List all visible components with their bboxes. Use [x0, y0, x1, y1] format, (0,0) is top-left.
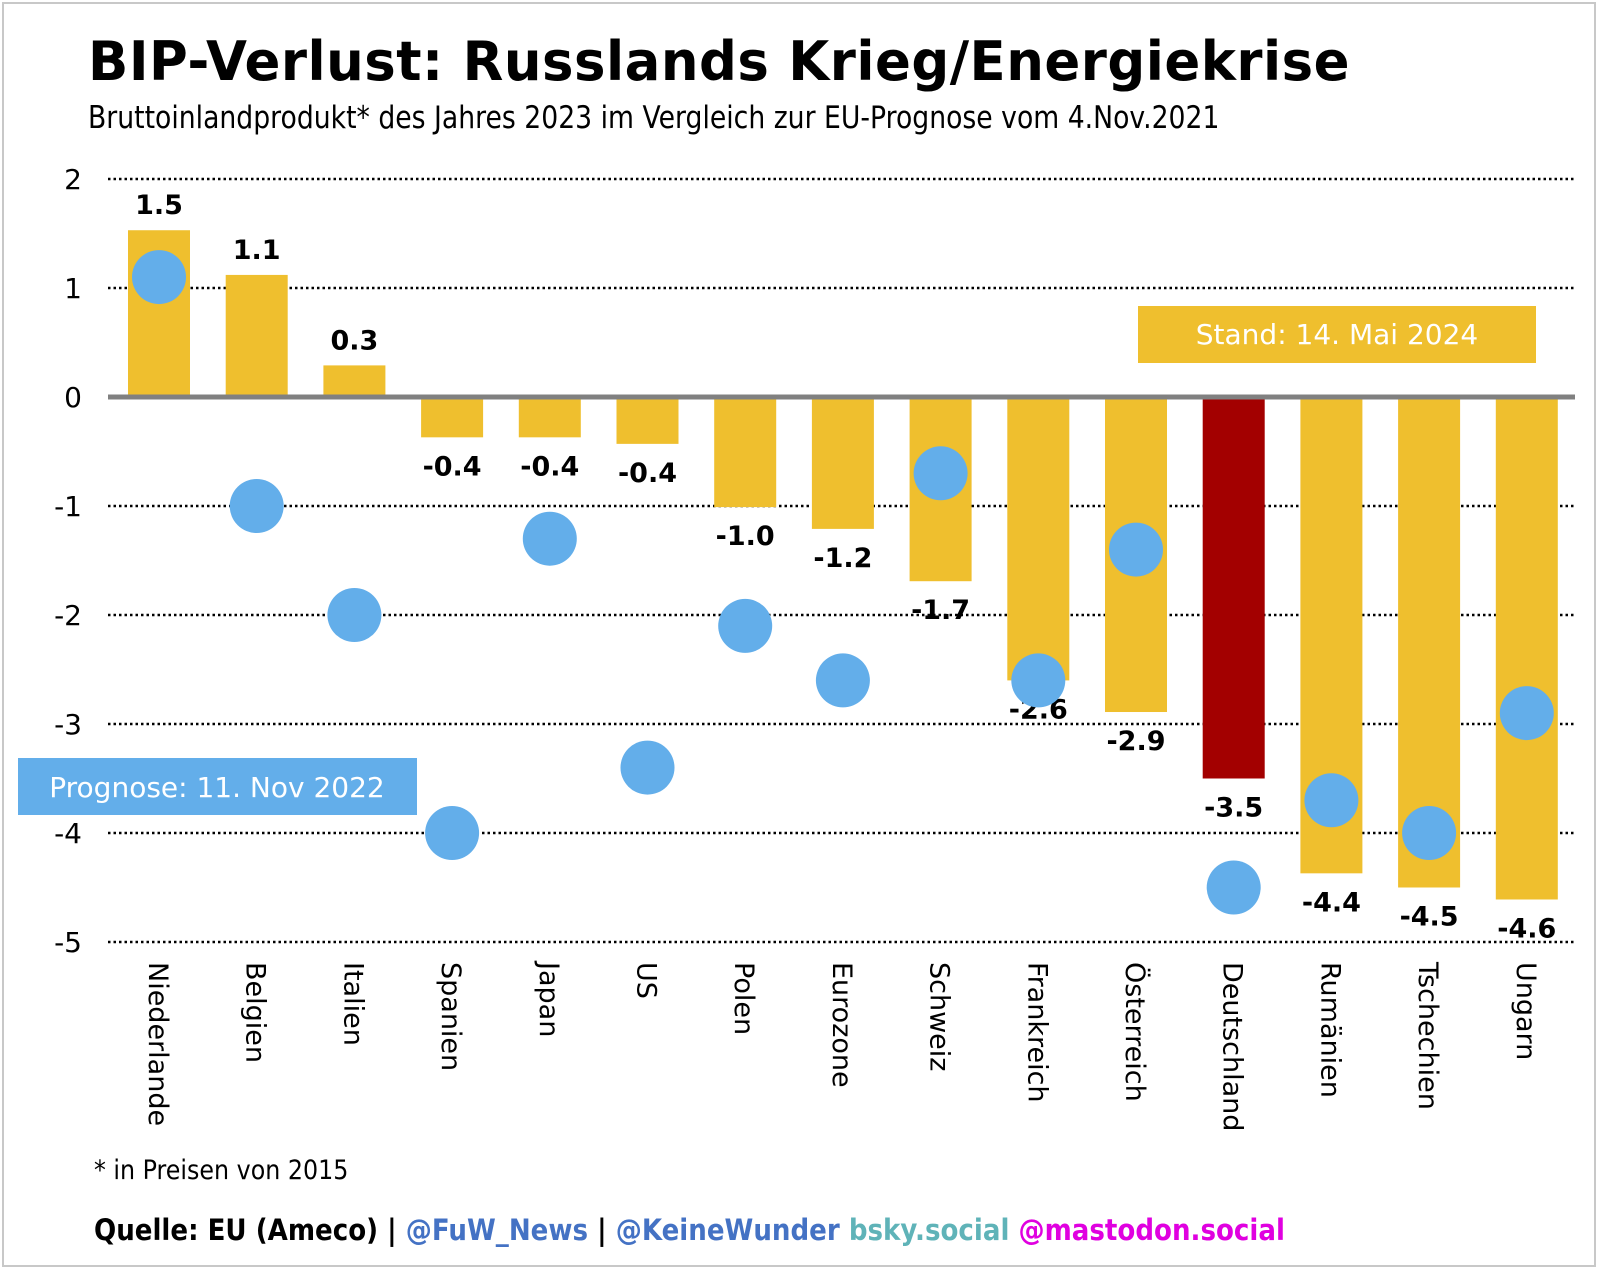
bar-italien	[323, 365, 386, 397]
x-tick-label: Italien	[337, 962, 368, 1046]
forecast-dot-schweiz	[913, 446, 968, 501]
bar-value-label: -1.2	[813, 543, 872, 574]
x-tick-label: US	[631, 962, 662, 999]
bar-spanien	[421, 397, 484, 438]
x-tick-label: Tschechien	[1412, 961, 1443, 1110]
forecast-dot-italien	[327, 588, 382, 642]
bar-value-label: -2.9	[1106, 726, 1165, 757]
x-tick-label: Spanien	[435, 962, 466, 1071]
source-part: |	[588, 1213, 616, 1247]
legend-prognose-box	[18, 758, 417, 815]
forecast-dot-us	[620, 740, 675, 795]
forecast-dot-frankreich	[1011, 653, 1066, 708]
forecast-dot-deutschland	[1206, 860, 1261, 915]
legend-prognose: Prognose: 11. Nov 2022	[18, 758, 417, 815]
source-part: Quelle: EU (Ameco) |	[94, 1213, 406, 1247]
x-tick-label: Schweiz	[924, 962, 955, 1071]
bar-polen	[714, 397, 777, 508]
bar-value-label: -1.7	[911, 595, 970, 626]
bar-value-label: 1.5	[135, 190, 183, 221]
x-axis-labels: Niederlande Belgien Italien Spanien Japan US P…	[142, 960, 1541, 1131]
source-part: bsky.social	[839, 1213, 1010, 1247]
footnote: * in Preisen von 2015	[94, 1155, 349, 1186]
y-tick-label: 2	[64, 163, 82, 196]
x-tick-label: Niederlande	[142, 962, 173, 1126]
y-tick-label: -5	[54, 926, 82, 959]
forecast-dot-belgien	[229, 479, 284, 533]
x-tick-label: Österreich	[1119, 962, 1151, 1102]
y-tick-label: -3	[54, 708, 82, 741]
x-tick-label: Japan	[533, 960, 564, 1037]
forecast-dot-polen	[718, 598, 773, 653]
legend-stand-label: Stand: 14. Mai 2024	[1196, 318, 1478, 351]
bar-deutschland	[1202, 397, 1265, 779]
bar-value-label: -0.4	[520, 451, 579, 482]
forecast-dot-ungarn	[1499, 686, 1554, 741]
x-tick-label: Polen	[728, 962, 759, 1035]
source-part: @mastodon.social	[1009, 1213, 1285, 1247]
forecast-dot-spanien	[425, 806, 480, 860]
forecast-dot-österreich	[1109, 522, 1163, 577]
x-tick-label: Eurozone	[826, 962, 857, 1088]
bar-value-label: -4.5	[1400, 902, 1459, 933]
forecast-dots	[132, 250, 1554, 915]
y-axis-ticks: 2 1 0 -1 -2 -3 -4 -5	[54, 163, 82, 959]
y-tick-label: -4	[54, 817, 82, 850]
y-tick-label: -2	[54, 599, 82, 632]
bar-value-label: -4.4	[1302, 887, 1361, 918]
bar-value-label: -3.5	[1204, 793, 1263, 824]
bar-eurozone	[811, 397, 874, 529]
x-tick-label: Belgien	[240, 962, 271, 1063]
y-tick-label: -1	[54, 490, 82, 523]
x-tick-label: Deutschland	[1217, 962, 1248, 1131]
bar-tschechien	[1398, 397, 1461, 888]
x-tick-label: Rumänien	[1314, 962, 1345, 1098]
forecast-dot-niederlande	[132, 250, 186, 305]
y-tick-label: 0	[64, 381, 82, 414]
bar-value-labels: 1.51.10.3-0.4 -0.4 -0.4-1.0-1.2-1.7-2.6-2.…	[135, 190, 1556, 944]
bar-frankreich	[1007, 397, 1070, 681]
y-tick-label: 1	[64, 272, 82, 305]
bar-us	[616, 397, 679, 444]
bar-ungarn	[1495, 397, 1558, 900]
bar-belgien	[225, 274, 288, 397]
bar-value-label: -1.0	[716, 521, 775, 552]
x-tick-label: Frankreich	[1021, 962, 1052, 1103]
forecast-dot-japan	[522, 511, 577, 566]
legend-prognose-label: Prognose: 11. Nov 2022	[49, 771, 384, 804]
legend-stand-box	[1138, 306, 1536, 363]
forecast-dot-rumänien	[1304, 773, 1359, 828]
bar-japan	[518, 397, 581, 438]
forecast-dot-eurozone	[815, 653, 870, 708]
bar-value-label: -4.6	[1497, 913, 1556, 944]
bar-value-label: -0.4	[423, 451, 482, 482]
chart-subtitle: Bruttoinlandprodukt* des Jahres 2023 im …	[88, 100, 1220, 136]
source-part: @KeineWunder	[615, 1213, 840, 1247]
source-line: Quelle: EU (Ameco) | @FuW_News | @KeineW…	[94, 1213, 1285, 1247]
legend-stand: Stand: 14. Mai 2024	[1138, 306, 1536, 363]
x-tick-label: Ungarn	[1510, 962, 1541, 1060]
source-part: @FuW_News	[405, 1213, 589, 1247]
bar-value-label: -0.4	[618, 458, 677, 489]
bar-value-label: 0.3	[330, 325, 378, 356]
chart-title: BIP-Verlust: Russlands Krieg/Energiekris…	[88, 30, 1350, 93]
bar-value-label: 1.1	[233, 235, 281, 266]
forecast-dot-tschechien	[1402, 806, 1457, 860]
